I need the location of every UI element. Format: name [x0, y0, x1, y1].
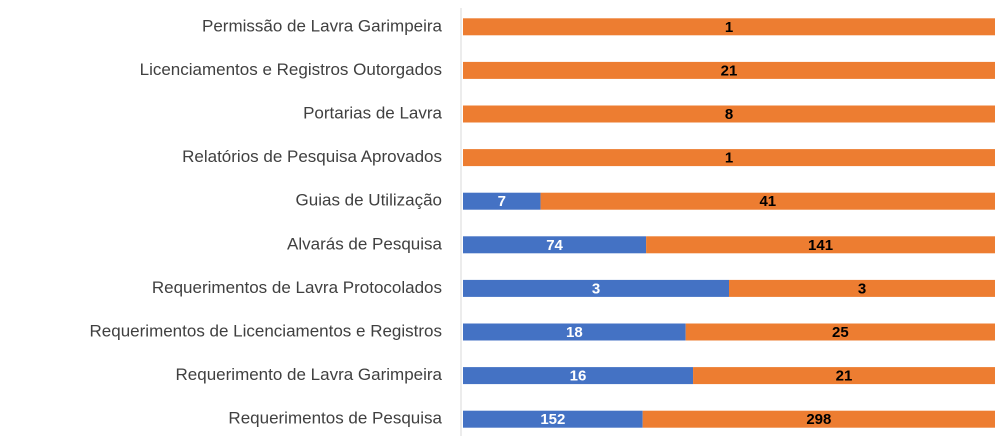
data-label: 298	[806, 411, 831, 428]
bar-segment	[642, 410, 995, 428]
category-label: Permissão de Lavra Garimpeira	[202, 16, 443, 35]
data-label: 74	[546, 237, 563, 254]
bar-segment	[463, 323, 686, 341]
bar-segment	[463, 410, 643, 428]
category-label: Portarias de Lavra	[303, 103, 442, 122]
bar-segment	[729, 279, 995, 297]
data-label: 3	[592, 280, 600, 297]
bar-segment	[463, 105, 995, 123]
data-label: 21	[721, 62, 738, 79]
category-label: Requerimentos de Licenciamentos e Regist…	[90, 321, 442, 340]
data-label: 3	[858, 280, 866, 297]
category-label: Guias de Utilização	[296, 191, 442, 210]
data-label: 21	[836, 368, 853, 385]
bar-segment	[463, 279, 729, 297]
category-label: Requerimento de Lavra Garimpeira	[176, 365, 443, 384]
data-label: 8	[725, 106, 733, 123]
data-label: 16	[570, 368, 587, 385]
bar-segment	[540, 192, 995, 210]
data-label: 1	[725, 19, 733, 36]
bar-segment	[463, 192, 541, 210]
bar-segment	[685, 323, 995, 341]
bar-segment	[463, 61, 995, 79]
category-label: Licenciamentos e Registros Outorgados	[140, 60, 442, 79]
bar-segment	[463, 18, 995, 36]
category-label: Alvarás de Pesquisa	[287, 234, 443, 253]
data-label: 1	[725, 150, 733, 167]
data-label: 141	[808, 237, 833, 254]
bar-segment	[646, 236, 995, 254]
data-label: 41	[759, 193, 776, 210]
bar-segment	[463, 367, 694, 385]
data-label: 18	[566, 324, 583, 341]
data-label: 25	[832, 324, 849, 341]
category-label: Requerimentos de Pesquisa	[228, 409, 442, 428]
category-label: Relatórios de Pesquisa Aprovados	[182, 147, 442, 166]
data-label: 7	[498, 193, 506, 210]
category-label: Requerimentos de Lavra Protocolados	[152, 278, 442, 297]
data-label: 152	[540, 411, 565, 428]
bar-segment	[463, 236, 647, 254]
bar-segment	[693, 367, 995, 385]
bar-segment	[463, 149, 995, 167]
